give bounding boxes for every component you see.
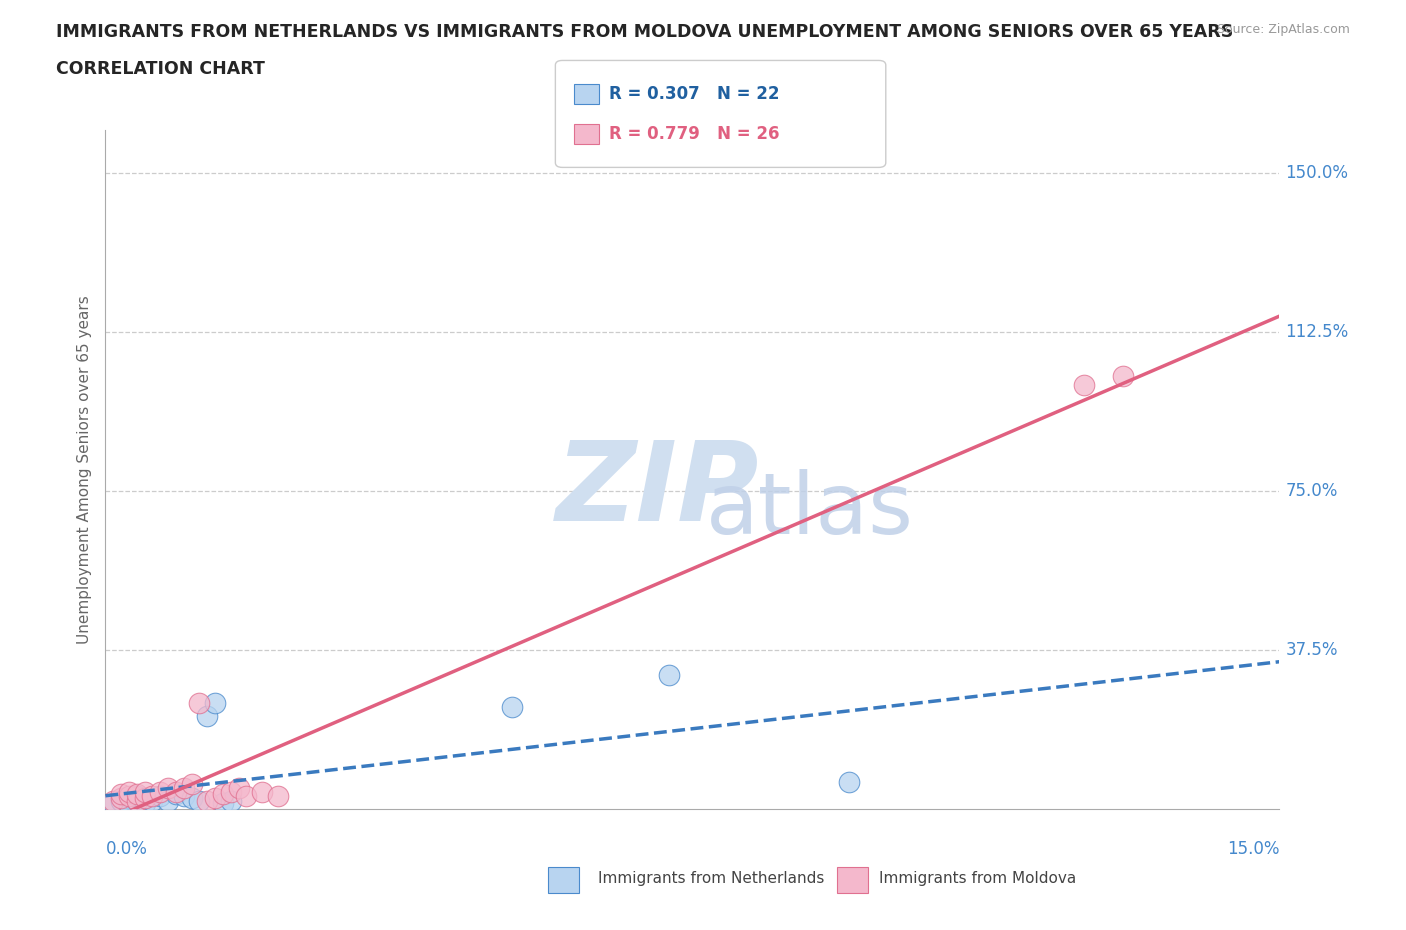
Point [103, 795, 125, 810]
Point [110, 787, 132, 802]
Point [134, 791, 156, 806]
Point [149, 789, 172, 804]
Point [118, 797, 141, 812]
Text: 112.5%: 112.5% [1285, 323, 1348, 340]
Point [125, 787, 148, 802]
Point [118, 791, 141, 806]
Point [219, 793, 242, 808]
Point [141, 789, 163, 804]
Point [195, 709, 218, 724]
Point [134, 785, 156, 800]
Point [180, 791, 202, 806]
Point [838, 774, 860, 789]
Point [173, 789, 195, 804]
Point [141, 793, 163, 808]
Text: CORRELATION CHART: CORRELATION CHART [56, 60, 266, 78]
Text: ZIP: ZIP [555, 436, 759, 543]
Point [188, 793, 211, 808]
Point [149, 785, 172, 800]
Text: Source: ZipAtlas.com: Source: ZipAtlas.com [1216, 23, 1350, 36]
Point [125, 793, 148, 808]
Text: 15.0%: 15.0% [1227, 840, 1279, 857]
Point [125, 793, 148, 808]
Text: 0.0%: 0.0% [105, 840, 148, 857]
Point [118, 785, 141, 800]
Point [125, 789, 148, 804]
Point [118, 789, 141, 804]
Point [188, 696, 211, 711]
Point [204, 791, 226, 806]
Point [658, 668, 681, 683]
Point [195, 793, 218, 808]
Text: R = 0.779   N = 26: R = 0.779 N = 26 [609, 125, 779, 143]
Point [204, 696, 226, 711]
Point [180, 777, 202, 791]
Text: 150.0%: 150.0% [1285, 164, 1348, 181]
Point [110, 793, 132, 808]
Text: Immigrants from Moldova: Immigrants from Moldova [879, 871, 1076, 886]
Point [134, 795, 156, 810]
Point [165, 787, 187, 802]
Point [211, 787, 233, 802]
Point [157, 780, 180, 795]
Point [228, 780, 250, 795]
Text: R = 0.307   N = 22: R = 0.307 N = 22 [609, 85, 779, 103]
Point [134, 791, 156, 806]
Point [235, 789, 257, 804]
Point [110, 791, 132, 806]
Text: Immigrants from Netherlands: Immigrants from Netherlands [598, 871, 824, 886]
Text: IMMIGRANTS FROM NETHERLANDS VS IMMIGRANTS FROM MOLDOVA UNEMPLOYMENT AMONG SENIOR: IMMIGRANTS FROM NETHERLANDS VS IMMIGRANT… [56, 23, 1233, 41]
Point [211, 795, 233, 810]
Point [165, 785, 187, 800]
Text: atlas: atlas [706, 469, 914, 551]
Point [219, 785, 242, 800]
Point [157, 793, 180, 808]
Y-axis label: Unemployment Among Seniors over 65 years: Unemployment Among Seniors over 65 years [76, 296, 91, 644]
Point [501, 700, 523, 715]
Text: 75.0%: 75.0% [1285, 482, 1337, 499]
Point [1112, 369, 1135, 384]
Point [266, 789, 288, 804]
Text: 37.5%: 37.5% [1285, 641, 1339, 659]
Point [1073, 378, 1095, 392]
Point [173, 780, 195, 795]
Point [103, 793, 125, 808]
Point [250, 785, 273, 800]
